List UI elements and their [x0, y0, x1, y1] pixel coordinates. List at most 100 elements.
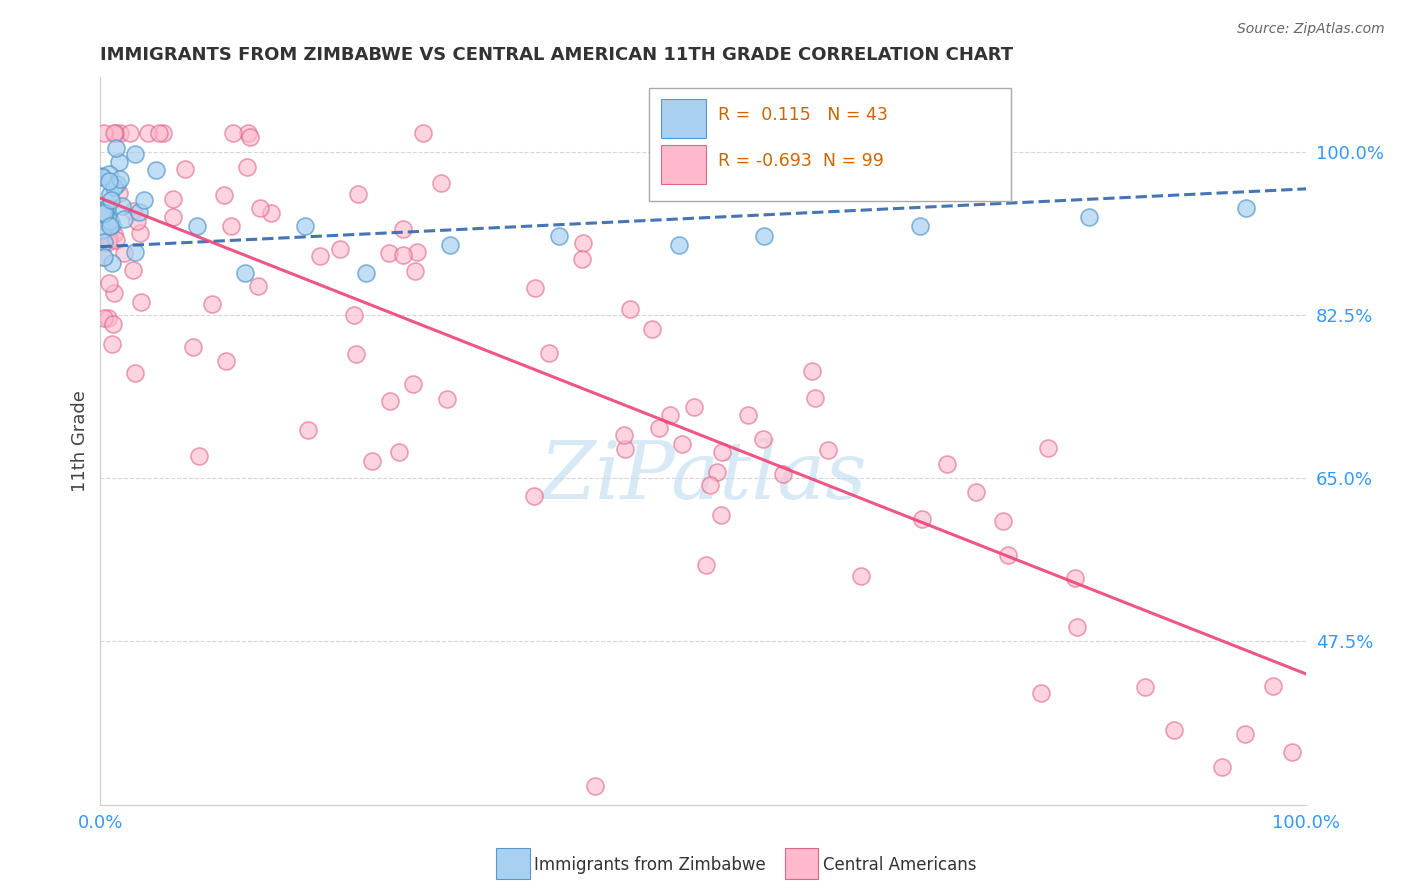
Point — [439, 237, 461, 252]
Point — [391, 221, 413, 235]
Point — [695, 558, 717, 573]
Point — [112, 211, 135, 226]
Point — [103, 286, 125, 301]
Point — [103, 317, 125, 331]
Point — [105, 140, 128, 154]
Point — [1133, 680, 1156, 694]
Point — [121, 263, 143, 277]
Point — [1211, 760, 1233, 774]
Point — [98, 167, 121, 181]
Point — [851, 569, 873, 583]
Point — [93, 310, 115, 325]
Point — [219, 219, 242, 233]
Point — [524, 280, 547, 294]
Text: Central Americans: Central Americans — [823, 856, 976, 874]
Point — [347, 186, 370, 201]
Point — [101, 336, 124, 351]
Point — [668, 237, 690, 252]
Point — [94, 202, 117, 216]
Point — [405, 245, 427, 260]
Point — [710, 508, 733, 523]
Point — [619, 302, 641, 317]
Point — [294, 219, 316, 234]
Point — [668, 816, 690, 830]
Point — [1234, 201, 1257, 215]
Point — [152, 126, 174, 140]
Point — [105, 233, 128, 247]
Point — [239, 129, 262, 144]
Point — [93, 250, 115, 264]
Point — [110, 172, 132, 186]
Point — [187, 449, 209, 463]
Point — [402, 376, 425, 391]
Point — [547, 228, 569, 243]
Point — [1234, 727, 1257, 741]
Point — [181, 340, 204, 354]
Point — [136, 126, 159, 140]
Y-axis label: 11th Grade: 11th Grade — [72, 390, 89, 491]
Point — [124, 245, 146, 260]
Point — [129, 226, 152, 240]
Point — [162, 192, 184, 206]
Point — [308, 249, 330, 263]
Point — [1163, 723, 1185, 737]
Point — [647, 421, 669, 435]
Point — [378, 245, 401, 260]
Point — [236, 161, 259, 175]
Point — [404, 263, 426, 277]
Point — [640, 322, 662, 336]
Point — [97, 235, 120, 249]
Point — [249, 201, 271, 215]
Point — [387, 445, 409, 459]
Point — [124, 366, 146, 380]
Point — [659, 408, 682, 422]
Point — [93, 235, 115, 249]
Point — [90, 169, 112, 184]
Text: IMMIGRANTS FROM ZIMBABWE VS CENTRAL AMERICAN 11TH GRADE CORRELATION CHART: IMMIGRANTS FROM ZIMBABWE VS CENTRAL AMER… — [100, 46, 1014, 64]
Point — [90, 211, 112, 226]
Point — [128, 205, 150, 219]
Point — [100, 187, 122, 202]
Point — [122, 203, 145, 218]
Point — [378, 394, 401, 409]
Point — [354, 266, 377, 280]
Point — [98, 219, 121, 233]
Point — [94, 206, 117, 220]
Point — [801, 364, 824, 378]
Point — [699, 478, 721, 492]
Point — [97, 311, 120, 326]
Point — [343, 309, 366, 323]
Point — [148, 126, 170, 140]
Point — [1066, 620, 1088, 634]
Point — [108, 186, 131, 201]
Point — [935, 457, 957, 471]
Point — [222, 126, 245, 140]
Point — [124, 146, 146, 161]
Point — [1281, 745, 1303, 759]
Point — [108, 154, 131, 169]
Point — [997, 548, 1019, 562]
Point — [360, 454, 382, 468]
Point — [752, 228, 775, 243]
Point — [200, 297, 222, 311]
Point — [246, 279, 269, 293]
FancyBboxPatch shape — [650, 87, 1011, 201]
Point — [103, 126, 125, 140]
Point — [991, 514, 1014, 528]
Point — [132, 193, 155, 207]
Point — [523, 489, 546, 503]
Point — [101, 256, 124, 270]
Point — [817, 442, 839, 457]
Point — [127, 214, 149, 228]
Point — [583, 779, 606, 793]
Point — [803, 391, 825, 405]
Point — [103, 227, 125, 241]
Point — [98, 277, 121, 291]
Point — [392, 248, 415, 262]
Point — [236, 126, 259, 140]
Point — [965, 484, 987, 499]
Point — [103, 179, 125, 194]
Point — [737, 408, 759, 422]
Point — [538, 346, 561, 360]
Point — [93, 126, 115, 140]
